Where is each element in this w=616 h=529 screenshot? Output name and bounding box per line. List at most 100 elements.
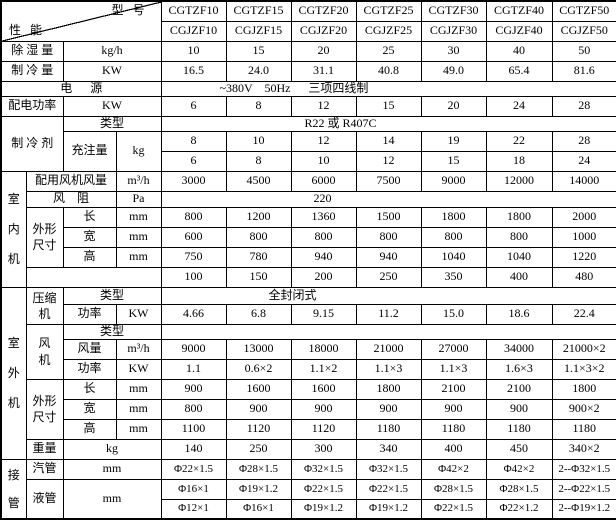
row-label-power: 功率	[62, 358, 117, 380]
value-cell: 1800	[420, 206, 487, 228]
value-cell: 1000	[551, 226, 616, 248]
value-cell: 900×2	[551, 398, 616, 420]
value-cell: 300	[290, 438, 357, 460]
row-compressor-type: 室外机 压缩机 类型 全封闭式	[0, 286, 616, 460]
value-cell: 800	[420, 226, 487, 248]
value-cell: 12000	[485, 170, 553, 192]
value-cell: 22	[485, 130, 553, 152]
value-cell: 10	[160, 40, 227, 62]
value-cell: 6	[160, 150, 227, 172]
value-cell: 1.1×3	[420, 358, 487, 380]
value-cell: 9000	[160, 338, 227, 360]
row-compressor-power: 功率 KW 4.66 6.8 9.15 11.2 15.0 18.6 22.4	[1, 303, 616, 325]
value-cell: 1600	[290, 378, 357, 400]
value-cell: 2000	[551, 206, 616, 228]
value-cell: 1180	[485, 418, 553, 440]
row-label-type: 类型	[62, 115, 162, 132]
row-label-charge: 充注量	[62, 130, 117, 172]
value-cell: 1180	[551, 418, 616, 440]
value-cell: 12	[355, 150, 422, 172]
header-row-cgtzf: 型 号 性 能 CGTZF10 CGTZF15 CGTZF20 CGTZF25 …	[0, 0, 616, 42]
value-cell: 4500	[225, 170, 292, 192]
row-label-blank	[25, 266, 162, 288]
section-label-refrigerant: 制 冷 剂	[0, 115, 64, 172]
wind-resistance-value: 220	[160, 190, 616, 208]
value-cell: 7500	[355, 170, 422, 192]
value-cell: 34000	[485, 338, 553, 360]
value-cell: 1800	[355, 378, 422, 400]
value-cell: 900	[225, 398, 292, 420]
model-cell: CGJZF15	[225, 20, 292, 42]
unit-label: mm	[115, 206, 162, 228]
unit-label: KW	[62, 95, 162, 117]
value-cell: 20	[290, 40, 357, 62]
value-cell: 250	[225, 438, 292, 460]
value-cell: 1200	[225, 206, 292, 228]
row-label-fan: 风机	[25, 323, 64, 380]
value-cell: 250	[355, 266, 422, 288]
row-liquid-pipe-1: 液管 mm Φ16×1 Φ19×1.2 Φ22×1.5 Φ22×1.5 Φ28×…	[1, 478, 616, 520]
value-cell: 800	[355, 226, 422, 248]
value-cell: 6	[160, 95, 227, 117]
value-cell: 81.6	[551, 60, 616, 82]
model-cell: CGJZF10	[160, 20, 227, 42]
row-gas-pipe: 接管 汽管 mm Φ22×1.5 Φ28×1.5 Φ32×1.5 Φ32×1.5…	[0, 458, 616, 520]
value-cell: 900	[355, 398, 422, 420]
row-fan-power: 功率 KW 1.1 0.6×2 1.1×2 1.1×3 1.1×3 1.6×3 …	[1, 358, 616, 380]
row-label-weight: 重量	[25, 438, 64, 460]
value-cell: 800	[160, 398, 227, 420]
unit-label: KW	[115, 358, 162, 380]
value-cell: 400	[420, 438, 487, 460]
row-label-height: 高	[62, 418, 117, 440]
row-outdoor-height: 高 mm 1100 1120 1120 1180 1180 1180 1180	[1, 418, 616, 440]
value-cell: 8	[160, 130, 227, 152]
row-indoor-fan-flow: 室内机 配用风机风量 m³/h 3000 4500 6000 7500 9000…	[0, 170, 616, 288]
row-dehumidification: 除 湿 量 kg/h 10 15 20 25 30 40 50	[0, 40, 616, 62]
value-cell: 6.8	[225, 303, 292, 325]
unit-label: KW	[62, 60, 162, 82]
model-cell: CGTZF25	[355, 0, 422, 22]
compressor-type-value: 全封闭式	[160, 286, 616, 305]
row-label-fan-flow: 配用风机风量	[25, 170, 117, 192]
power-supply-value: ~380V 50Hz 三项四线制	[160, 80, 616, 97]
row-label-liquid-pipe: 液管	[25, 478, 64, 520]
value-cell: 14000	[551, 170, 616, 192]
value-cell: 21000	[355, 338, 422, 360]
value-cell: 8	[225, 150, 292, 172]
value-cell: 3000	[160, 170, 227, 192]
header-row-cgjzf: CGJZF10 CGJZF15 CGJZF20 CGJZF25 CGJZF30 …	[1, 20, 616, 42]
unit-label: mm	[62, 478, 162, 520]
value-cell: 30	[420, 40, 487, 62]
value-cell: 340	[355, 438, 422, 460]
value-cell: 14	[355, 130, 422, 152]
value-cell: 2--Φ32×1.5	[551, 458, 616, 480]
value-cell: 27000	[420, 338, 487, 360]
value-cell: 20	[420, 95, 487, 117]
value-cell: 940	[355, 246, 422, 268]
value-cell: 15	[225, 40, 292, 62]
value-cell: Φ28×1.5	[485, 478, 553, 500]
model-cell: CGJZF30	[420, 20, 487, 42]
unit-label: mm	[115, 398, 162, 420]
unit-label: mm	[115, 246, 162, 268]
row-input-power: 配电功率 KW 6 8 12 15 20 24 28	[0, 95, 616, 117]
value-cell: 24	[551, 150, 616, 172]
value-cell: Φ16×1	[225, 498, 292, 520]
value-cell: Φ42×2	[485, 458, 553, 480]
value-cell: 15	[420, 150, 487, 172]
row-label-cooling: 制 冷 量	[0, 60, 64, 82]
value-cell: Φ28×1.5	[420, 478, 487, 500]
row-cooling-capacity: 制 冷 量 KW 16.5 24.0 31.1 40.8 49.0 65.4 8…	[0, 60, 616, 82]
value-cell: 28	[551, 130, 616, 152]
value-cell: 800	[160, 206, 227, 228]
model-cell: CGJZF50	[551, 20, 616, 42]
value-cell: Φ19×1.2	[225, 478, 292, 500]
row-label-power-supply: 电 源	[0, 80, 162, 97]
value-cell: 900	[290, 398, 357, 420]
value-cell: 900	[420, 398, 487, 420]
value-cell: Φ32×1.5	[355, 458, 422, 480]
value-cell: 18.6	[485, 303, 553, 325]
row-outdoor-weight: 重量 kg 140 250 300 340 400 450 340×2	[1, 438, 616, 460]
value-cell: Φ42×2	[420, 458, 487, 480]
